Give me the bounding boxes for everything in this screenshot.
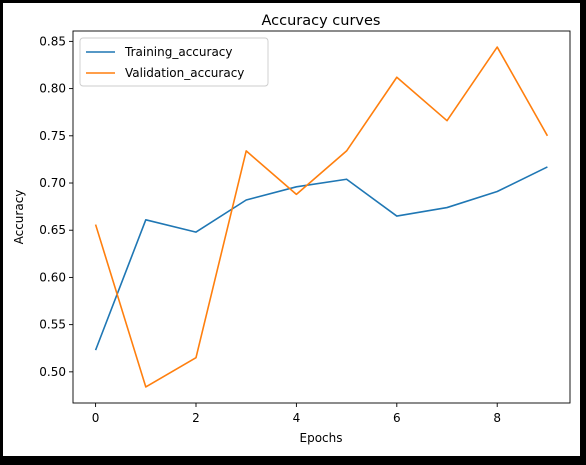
series-line-training bbox=[94, 166, 548, 351]
y-tick-label: 0.85 bbox=[39, 34, 66, 48]
x-tick-label: 8 bbox=[493, 411, 501, 425]
y-tick-label: 0.50 bbox=[39, 365, 66, 379]
plot-background bbox=[73, 31, 570, 403]
y-tick-label: 0.65 bbox=[39, 223, 66, 237]
y-tick-label: 0.70 bbox=[39, 176, 66, 190]
y-tick-label: 0.55 bbox=[39, 318, 66, 332]
x-tick-label: 4 bbox=[293, 411, 301, 425]
plot-border bbox=[72, 30, 571, 404]
y-axis-ticks: 0.50 0.55 0.60 0.65 0.70 0.75 0.80 0.85 bbox=[39, 34, 73, 379]
y-axis-label: Accuracy bbox=[12, 190, 26, 245]
legend-label-training: Training_accuracy bbox=[124, 45, 233, 59]
x-axis-label: Epochs bbox=[300, 431, 343, 445]
series-line-validation bbox=[94, 46, 549, 388]
x-axis-ticks: 0 2 4 6 8 bbox=[92, 403, 501, 425]
y-tick-label: 0.75 bbox=[39, 129, 66, 143]
x-tick-label: 2 bbox=[192, 411, 200, 425]
chart-title: Accuracy curves bbox=[262, 13, 381, 29]
legend: Training_accuracy Validation_accuracy bbox=[79, 37, 269, 87]
plot-area bbox=[72, 30, 571, 404]
y-tick-label: 0.60 bbox=[39, 270, 66, 284]
x-tick-label: 0 bbox=[92, 411, 100, 425]
y-tick-label: 0.80 bbox=[39, 82, 66, 96]
legend-box bbox=[79, 37, 269, 87]
legend-label-validation: Validation_accuracy bbox=[125, 66, 244, 80]
series-layer bbox=[94, 46, 549, 388]
x-tick-label: 6 bbox=[393, 411, 401, 425]
